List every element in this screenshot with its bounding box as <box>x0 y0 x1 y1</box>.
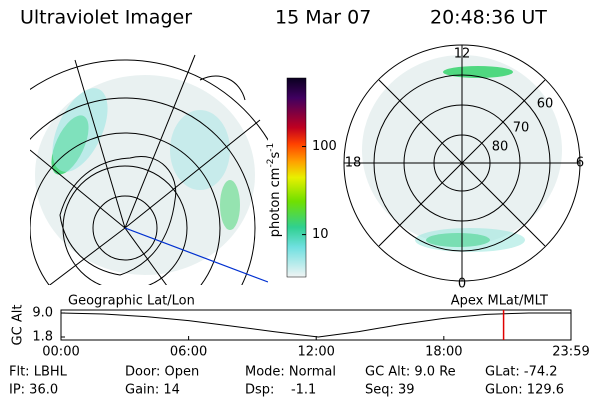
lat-label: 80 <box>492 140 509 155</box>
footer-item: GC Alt: 9.0 Re <box>365 365 456 380</box>
footer-item: GLat: -74.2 <box>485 365 558 380</box>
colorbar-tick-label: 100 <box>312 139 337 154</box>
mlt-label: 18 <box>345 156 362 171</box>
colorbar <box>286 77 307 278</box>
geographic-map <box>30 54 268 285</box>
x-tick-label: 23:59 <box>552 345 589 360</box>
title: Ultraviolet Imager <box>20 7 192 29</box>
label-exp: -1 <box>266 143 276 152</box>
y-tick-label: 1.8 <box>32 330 53 345</box>
time: 20:48:36 UT <box>430 7 547 29</box>
x-tick-label: 06:00 <box>170 345 207 360</box>
footer-item: Flt: LBHL <box>9 365 68 380</box>
timeline-title: Apex MLat/MLT <box>451 294 548 309</box>
x-tick-label: 12:00 <box>297 345 334 360</box>
colorbar-label: photon cm-2s-1 <box>266 143 283 237</box>
x-tick-label: 18:00 <box>425 345 462 360</box>
mlt-label: 6 <box>576 156 584 171</box>
x-tick-label: 00:00 <box>42 345 79 360</box>
lat-label: 60 <box>537 97 554 112</box>
timeline-ylabel: GC Alt <box>11 305 26 346</box>
y-tick-label: 9.0 <box>32 306 53 321</box>
label-exp: -2 <box>266 159 276 168</box>
mlt-label: 0 <box>458 277 466 292</box>
footer-item: Seq: 39 <box>365 383 415 398</box>
footer-item: Gain: 14 <box>125 383 180 398</box>
footer: Flt: LBHL Door: Open Mode: Normal GC Alt… <box>9 365 564 398</box>
label-part: s <box>268 152 283 159</box>
footer-item: Dsp: -1.1 <box>245 383 316 398</box>
footer-item: IP: 36.0 <box>9 383 58 398</box>
altitude-line <box>60 312 571 338</box>
colorbar-tick-label: 10 <box>312 227 329 242</box>
mlt-label: 12 <box>454 47 471 62</box>
label-part: photon cm <box>268 168 283 238</box>
polar-plot: 12 18 6 0 60 70 80 <box>343 44 584 292</box>
footer-item: GLon: 129.6 <box>485 383 564 398</box>
timeline-title: Geographic Lat/Lon <box>68 294 195 309</box>
footer-item: Mode: Normal <box>245 365 336 380</box>
footer-item: Door: Open <box>125 365 199 380</box>
lat-label: 70 <box>513 121 530 136</box>
date: 15 Mar 07 <box>275 7 371 29</box>
